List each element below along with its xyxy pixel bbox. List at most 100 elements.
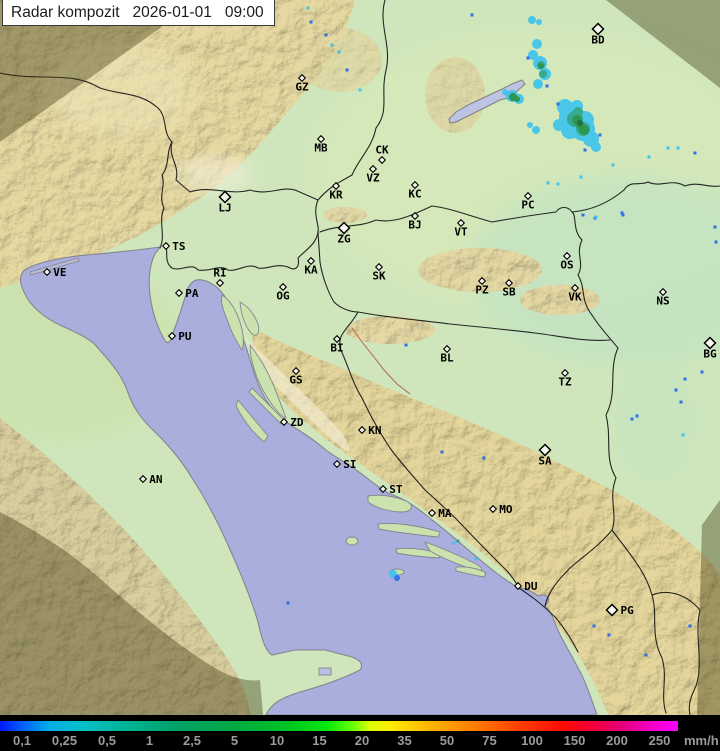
echo-blob [573, 107, 583, 117]
echo-speck [482, 456, 486, 460]
echo-blob [532, 126, 540, 134]
city-diamond-icon [374, 262, 384, 272]
echo-speck [676, 146, 680, 150]
city-marker-PA: PA [174, 287, 199, 300]
city-diamond-icon [174, 288, 184, 298]
echo-speck [581, 213, 585, 217]
city-diamond-icon [279, 417, 289, 427]
city-label: PG [621, 604, 635, 617]
city-diamond-icon [523, 191, 533, 201]
echo-speck [452, 541, 456, 545]
city-diamond-icon [278, 282, 288, 292]
city-marker-KR: KR [329, 181, 343, 201]
city-label: TS [172, 240, 185, 253]
city-marker-VZ: VZ [366, 164, 380, 184]
city-marker-VK: VK [568, 283, 582, 303]
scale-tick-label: 15 [312, 733, 327, 748]
echo-speck [693, 151, 697, 155]
scale-labels: 0,1 0,25 0,5 1 2,5 5 10 15 20 35 50 75 100 150 200 250 m… [0, 733, 720, 751]
city-diamond-icon [167, 331, 177, 341]
city-marker-SA: SA [538, 443, 552, 468]
city-marker-GZ: GZ [295, 73, 309, 93]
echo-speck [324, 33, 328, 37]
city-diamond-icon [605, 603, 619, 617]
echo-speck [583, 148, 587, 152]
city-marker-PG: PG [605, 603, 635, 617]
city-marker-SK: SK [372, 262, 386, 282]
city-label: VE [53, 266, 66, 279]
city-diamond-icon [442, 344, 452, 354]
city-marker-BD: BD [591, 22, 605, 47]
city-diamond-icon [218, 190, 232, 204]
city-marker-SI: SI [332, 458, 357, 471]
legend-bar: 0,1 0,25 0,5 1 2,5 5 10 15 20 35 50 75 100 150 200 250 m… [0, 715, 720, 751]
city-label: SA [538, 455, 552, 468]
echo-speck [470, 13, 474, 17]
city-diamond-icon [538, 443, 552, 457]
city-diamond-icon [477, 276, 487, 286]
city-marker-PC: PC [521, 191, 535, 211]
echo-speck [674, 388, 678, 392]
map-canvas: BD GZ MB CK VZ KR KC LJ PC BJ VT ZG TS OS KA SK RI VE PZ SB… [0, 0, 720, 715]
city-diamond-icon [306, 256, 316, 266]
echo-speck [546, 181, 550, 185]
echo-speck [306, 6, 310, 10]
city-marker-LJ: LJ [218, 190, 232, 215]
city-diamond-icon [591, 22, 605, 36]
country-borders [0, 0, 720, 715]
echo-speck [309, 20, 313, 24]
echo-speck [440, 450, 444, 454]
city-marker-VT: VT [454, 218, 468, 238]
echo-speck [358, 88, 362, 92]
una-river [351, 327, 411, 395]
alps-high-snow [45, 42, 195, 138]
city-label: KA [304, 263, 318, 276]
city-marker-ZD: ZD [279, 416, 304, 429]
city-diamond-icon [332, 459, 342, 469]
echo-speck [679, 400, 683, 404]
city-diamond-icon [488, 504, 498, 514]
city-marker-PZ: PZ [475, 276, 489, 296]
city-diamond-icon [703, 336, 717, 350]
scale-tick-label: 35 [397, 733, 412, 748]
city-marker-TZ: TZ [558, 368, 572, 388]
city-marker-TS: TS [161, 240, 186, 253]
scale-tick-label: 100 [521, 733, 543, 748]
echo-blob [394, 575, 400, 581]
echo-blob [528, 50, 538, 60]
echo-speck [666, 146, 670, 150]
julian-alps-snow [177, 157, 253, 193]
city-marker-DU: DU [513, 580, 538, 593]
city-markers-layer: BD GZ MB CK VZ KR KC LJ PC BJ VT ZG TS OS KA SK RI VE PZ SB… [42, 22, 717, 617]
city-marker-BL: BL [440, 344, 454, 364]
city-marker-NS: NS [656, 287, 670, 307]
scale-unit-label: mm/h [684, 733, 719, 748]
city-label: SI [343, 458, 356, 471]
echo-speck [330, 43, 334, 47]
echo-speck [337, 50, 341, 54]
city-marker-VE: VE [42, 266, 67, 279]
city-label: CK [375, 144, 389, 157]
scale-tick-label: 250 [648, 733, 671, 748]
echo-speck [688, 624, 692, 628]
echo-speck [556, 102, 560, 106]
city-marker-OG: OG [276, 282, 290, 302]
city-label: PZ [475, 283, 489, 296]
echo-speck [681, 433, 685, 437]
city-label: SK [372, 269, 386, 282]
city-diamond-icon [337, 221, 351, 235]
mountains-relief [0, 0, 720, 715]
scale-tick-label: 5 [230, 733, 239, 748]
city-diamond-icon [291, 366, 301, 376]
echo-blob [502, 89, 508, 95]
city-marker-PU: PU [167, 330, 192, 343]
echo-speck [598, 133, 602, 137]
echo-speck [404, 343, 408, 347]
echo-speck [713, 225, 717, 229]
scale-tick-label: 50 [439, 733, 455, 748]
title-app: Radar kompozit [11, 3, 120, 21]
city-marker-GS: GS [289, 366, 303, 386]
radar-echo-layer [389, 16, 601, 581]
city-label: BL [440, 351, 454, 364]
city-label: MA [438, 507, 452, 520]
